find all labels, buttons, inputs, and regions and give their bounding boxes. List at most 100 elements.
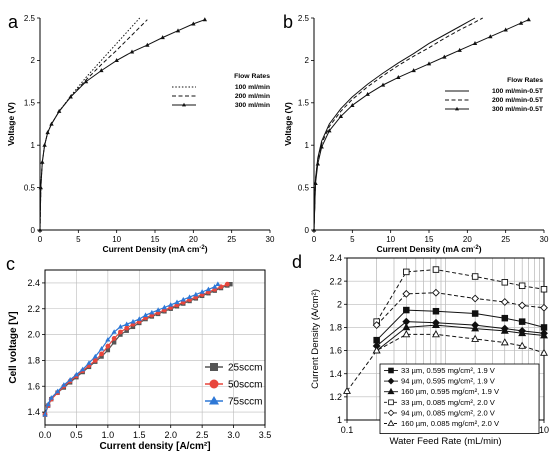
data-point: [49, 121, 54, 126]
data-point: [186, 294, 193, 299]
data-point: [518, 328, 527, 337]
data-point: [350, 102, 355, 107]
legend-marker: [209, 396, 219, 405]
x-tick-label: 3.0: [227, 430, 240, 440]
data-point: [403, 306, 410, 314]
y-tick-label: 2: [305, 56, 310, 65]
data-point: [315, 161, 321, 166]
data-point: [540, 331, 548, 339]
series-markers-5: [372, 288, 548, 330]
data-point: [149, 309, 155, 315]
series-line-2: [44, 283, 228, 415]
data-point: [540, 348, 548, 356]
legend-marker: [387, 409, 395, 417]
x-tick-label: 20: [189, 235, 198, 244]
data-point: [92, 358, 98, 363]
ticks: 0 5 10 15 20 25 30 0 0.5 1 1.5 2 2.5: [298, 14, 549, 244]
data-point: [40, 159, 45, 164]
series-line-1: [313, 17, 476, 231]
y-tick-label: 0: [31, 226, 36, 235]
y-tick-label: 2: [31, 56, 36, 65]
legend: Flow Rates 100 ml/min 200 ml/min 300 ml/min: [172, 73, 270, 109]
data-point: [501, 314, 509, 322]
y-tick-label: 2.2: [27, 304, 40, 314]
x-tick-label: 0.1: [341, 425, 354, 435]
data-point: [205, 286, 212, 292]
x-axis-label-end: ): [479, 244, 482, 254]
legend-label: 33 µm, 0.085 mg/cm², 2.0 V: [401, 398, 496, 407]
y-tick-label: 0: [305, 226, 310, 235]
plot-frame: [44, 269, 266, 426]
data-point: [48, 395, 54, 400]
y-tick-label: 0.5: [24, 183, 36, 192]
legend-label: 33 µm, 0.595 mg/cm², 1.9 V: [401, 366, 496, 375]
panel-letter: c: [6, 254, 15, 274]
data-point: [501, 279, 509, 286]
data-point: [42, 411, 48, 417]
series-markers-6: [343, 330, 548, 394]
data-point: [518, 341, 527, 349]
series-line-1: [39, 17, 141, 231]
x-tick-label: 1.5: [133, 430, 146, 440]
legend: 33 µm, 0.595 mg/cm², 1.9 V 94 µm, 0.595 m…: [379, 363, 540, 434]
data-point: [472, 41, 478, 46]
x-axis-label-sup: -2: [473, 245, 479, 251]
data-point: [92, 353, 98, 359]
legend-label: 25sccm: [228, 363, 262, 374]
legend-label: 94 µm, 0.595 mg/cm², 1.9 V: [401, 377, 496, 386]
x-tick-label: 15: [425, 235, 434, 244]
data-point: [442, 54, 447, 59]
series-markers-1: [42, 282, 233, 417]
data-point: [130, 324, 136, 330]
data-point: [111, 336, 117, 341]
data-point: [488, 34, 493, 39]
data-point: [402, 323, 411, 331]
data-point: [313, 180, 318, 185]
x-tick-label: 2.0: [164, 430, 177, 440]
series-markers-3: [37, 17, 208, 232]
legend-marker: [209, 379, 219, 389]
y-tick-label: 0.5: [298, 183, 310, 192]
data-point: [471, 334, 480, 342]
y-tick-label: 1.5: [298, 99, 310, 108]
y-tick-label: 2.4: [329, 253, 342, 263]
y-tick-label: 2: [337, 299, 342, 309]
panel-a: a 0 5 10 15 20 25 30 0 0.5 1 1.5 2 2.5 Current Density…: [6, 12, 275, 254]
data-point: [130, 318, 136, 324]
data-point: [431, 320, 440, 328]
series-group: [311, 17, 531, 232]
data-point: [99, 68, 104, 73]
y-axis-label: Current Density (A/cm²): [310, 289, 321, 389]
data-point: [67, 376, 73, 382]
x-axis-label: Water Feed Rate (mL/min): [389, 436, 501, 447]
panel-c: c 0.0 0.5 1.0 1.5 2.0 2.5 3.0 3.5 1.4 1.6 1.8 2.0 2.2…: [6, 254, 271, 452]
legend-label: 160 µm, 0.595 mg/cm², 1.9 V: [401, 387, 500, 396]
data-point: [99, 351, 104, 357]
legend-marker: [182, 102, 186, 107]
data-point: [73, 371, 80, 377]
data-point: [193, 291, 199, 297]
data-point: [319, 144, 324, 149]
legend-label: 200 ml/min-0.5T: [492, 97, 544, 104]
data-point: [403, 268, 410, 276]
legend-label: 200 ml/min: [235, 93, 270, 100]
series-line-3: [44, 283, 219, 415]
data-point: [86, 360, 92, 365]
x-tick-label: 0.0: [39, 430, 52, 440]
x-tick-label: 0: [38, 235, 43, 244]
x-axis-label: Current Density (mA cm-2): [102, 244, 207, 254]
data-point: [38, 185, 43, 190]
data-point: [518, 318, 526, 325]
legend-marker: [210, 363, 218, 371]
data-point: [518, 20, 524, 25]
x-tick-label: 25: [501, 235, 510, 244]
x-tick-label: 3.5: [259, 430, 272, 440]
y-axis-label: Voltage (V): [283, 102, 293, 146]
y-tick-label: 2.0: [27, 330, 40, 340]
data-point: [526, 17, 531, 22]
data-point: [426, 61, 432, 66]
data-point: [105, 343, 111, 349]
legend-label: 94 µm, 0.085 mg/cm², 2.0 V: [401, 408, 496, 417]
data-point: [457, 47, 462, 52]
